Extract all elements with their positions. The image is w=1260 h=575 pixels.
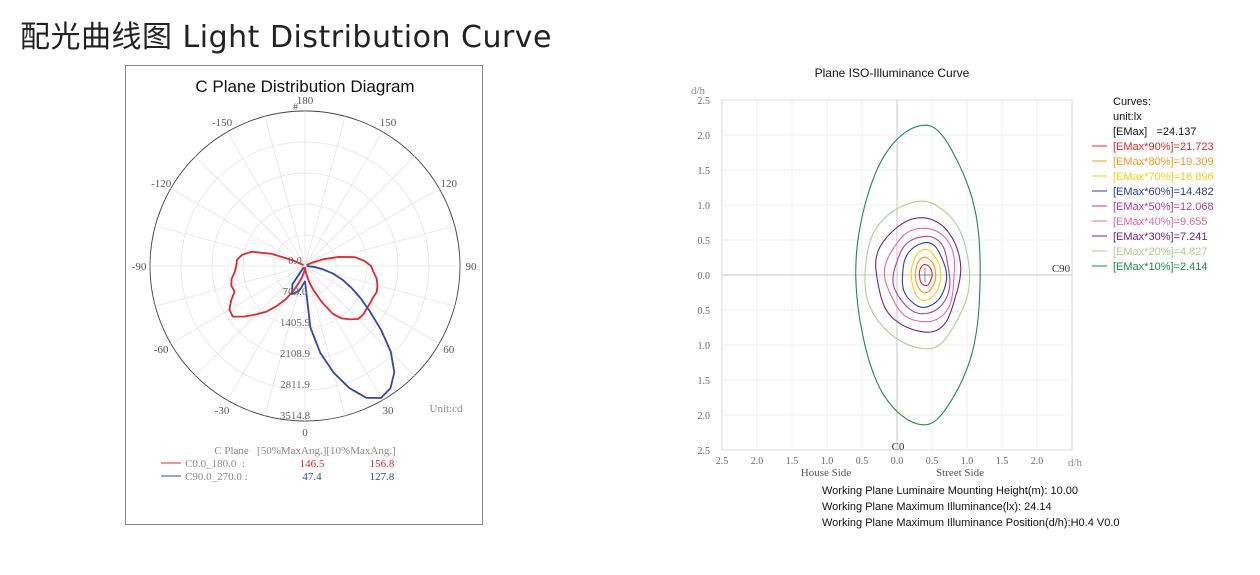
iso-x-tick: 1.0 (961, 456, 974, 467)
polar-spoke (264, 116, 346, 416)
polar-radial-label: 3514.8 (280, 410, 311, 422)
polar-radial-label: 1405.9 (280, 317, 311, 329)
iso-y-tick: 0.5 (698, 236, 711, 247)
polar-radial-label: 703.0 (283, 286, 308, 298)
legend-value50-c90: 47.4 (302, 471, 322, 483)
iso-x-tick: 1.0 (821, 456, 834, 467)
iso-y-tick: 2.0 (698, 131, 711, 142)
iso-y-tick: 0.0 (698, 271, 711, 282)
polar-series-0 (228, 250, 379, 321)
iso-grid (721, 99, 1073, 451)
polar-grid (149, 110, 461, 422)
iso-x-unit: d/h (1068, 457, 1083, 469)
polar-chart: C Plane Distribution Diagram 180150-1501… (132, 77, 477, 483)
legend-value10-c90: 127.8 (370, 471, 395, 483)
polar-radial-label: 0.0 (288, 255, 302, 267)
iso-title: Plane ISO-Illuminance Curve (815, 66, 970, 80)
iso-legend-label: [EMax*40%]=9.655 (1113, 216, 1207, 228)
iso-contour-6 (875, 217, 962, 333)
polar-angle-label: 60 (443, 344, 455, 356)
iso-y-tick: 0.5 (698, 306, 711, 317)
page-title: 配光曲线图 Light Distribution Curve (20, 20, 553, 55)
polar-angle-label: -120 (151, 178, 172, 190)
polar-radial-label: 2108.9 (280, 348, 311, 360)
iso-y-tick: 2.0 (698, 411, 711, 422)
iso-y-tick: 1.0 (698, 341, 711, 352)
iso-x-tick: 0.5 (856, 456, 869, 467)
polar-labels: 180 150 -150 120 -120 90 -90 60 -60 30 -30 0 #0.0 703… (132, 95, 477, 439)
iso-y-tick: 2.5 (698, 446, 711, 457)
legend-row-c0: C0.0_180.0 : 146.5 156.8 (161, 458, 395, 470)
street-side-label: Street Side (936, 467, 984, 479)
iso-x-tick: 2.5 (716, 456, 729, 467)
info-max-illuminance: Working Plane Maximum Illuminance(lx): 2… (822, 501, 1052, 513)
iso-contour-5 (883, 227, 956, 323)
c0-label: C0 (892, 441, 905, 453)
legend-header: C Plane [50%MaxAng.][10%MaxAng.] (214, 445, 395, 457)
legend-label-c90: C90.0_270.0 : (185, 471, 248, 483)
polar-angle-label: 120 (441, 178, 458, 190)
legend-unit: unit:lx (1113, 111, 1142, 123)
iso-legend-label: [EMax*80%]=19.309 (1113, 156, 1214, 168)
polar-angle-label: 150 (380, 117, 397, 129)
iso-y-tick: 2.5 (698, 96, 711, 107)
polar-angle-label: -60 (154, 344, 169, 356)
legend-emax: [EMax] =24.137 (1113, 126, 1196, 138)
info-mounting-height: Working Plane Luminaire Mounting Height(… (822, 485, 1078, 497)
iso-contour-1 (914, 256, 937, 294)
iso-legend-label: [EMax*60%]=14.482 (1113, 186, 1214, 198)
unit-label: Unit:cd (430, 403, 463, 415)
iso-y-tick: 1.0 (698, 201, 711, 212)
polar-series-1 (291, 265, 396, 399)
legend-value10-c0: 156.8 (370, 458, 395, 470)
iso-legend-label: [EMax*50%]=12.068 (1113, 201, 1214, 213)
polar-angle-label: -30 (215, 405, 230, 417)
legend-curves-title: Curves: (1113, 96, 1151, 108)
iso-x-tick: 1.5 (786, 456, 799, 467)
iso-contour-3 (901, 242, 948, 308)
iso-illuminance-chart: Plane ISO-Illuminance Curve 2.5 2.0 1.5 1.0… (691, 66, 1214, 529)
polar-angle-label: -150 (212, 117, 233, 129)
iso-contour-2 (910, 248, 942, 302)
house-side-label: House Side (801, 467, 852, 479)
iso-legend-label: [EMax*20%]=4.827 (1113, 246, 1207, 258)
polar-angle-label: 30 (383, 405, 395, 417)
polar-series-group (228, 250, 396, 399)
legend-value50-c0: 146.5 (300, 458, 325, 470)
iso-x-tick: 2.0 (1031, 456, 1044, 467)
iso-contour-0 (918, 263, 933, 287)
legend-label-c0: C0.0_180.0 : (185, 458, 245, 470)
iso-legend-label: [EMax*90%]=21.723 (1113, 141, 1214, 153)
polar-angle-label: 90 (466, 261, 478, 273)
iso-x-tick: 0.5 (926, 456, 939, 467)
iso-x-tick: 1.5 (996, 456, 1009, 467)
iso-ticks: 2.5 2.0 1.5 1.0 0.5 0.0 0.5 1.0 1.5 2.0 2.5 2.5 2.0 1… (698, 96, 1044, 467)
iso-legend-items: [EMax*90%]=21.723 [EMax*80%]=19.309 [EMax*… (1092, 141, 1214, 273)
iso-legend: Curves: unit:lx [EMax] =24.137 [EMax*90%… (1092, 96, 1214, 273)
iso-y-unit: d/h (691, 85, 706, 97)
hash-mark: # (293, 102, 298, 113)
c90-label: C90 (1052, 263, 1071, 275)
iso-y-tick: 1.5 (698, 166, 711, 177)
polar-angle-label: 0 (302, 427, 308, 439)
iso-contour-4 (892, 235, 951, 315)
polar-title: C Plane Distribution Diagram (195, 77, 414, 96)
polar-chart-panel: C Plane Distribution Diagram 180 150 -150 1… (125, 65, 483, 525)
polar-radial-label: 2811.9 (280, 379, 310, 391)
iso-x-tick: 2.0 (751, 456, 764, 467)
iso-y-tick: 1.5 (698, 376, 711, 387)
info-max-position: Working Plane Maximum Illuminance Positi… (822, 517, 1120, 529)
polar-angle-label: -90 (132, 261, 147, 273)
iso-contour-8 (855, 124, 981, 426)
iso-contours-group (855, 124, 981, 426)
legend-row-c90: C90.0_270.0 : 47.4 127.8 (161, 471, 395, 483)
polar-angle-label: 180 (297, 95, 314, 107)
iso-x-tick: 0.0 (891, 456, 904, 467)
iso-legend-label: [EMax*10%]=2.414 (1113, 261, 1207, 273)
iso-legend-label: [EMax*70%]=16.896 (1113, 171, 1214, 183)
iso-legend-label: [EMax*30%]=7.241 (1113, 231, 1207, 243)
iso-contour-7 (864, 200, 971, 350)
